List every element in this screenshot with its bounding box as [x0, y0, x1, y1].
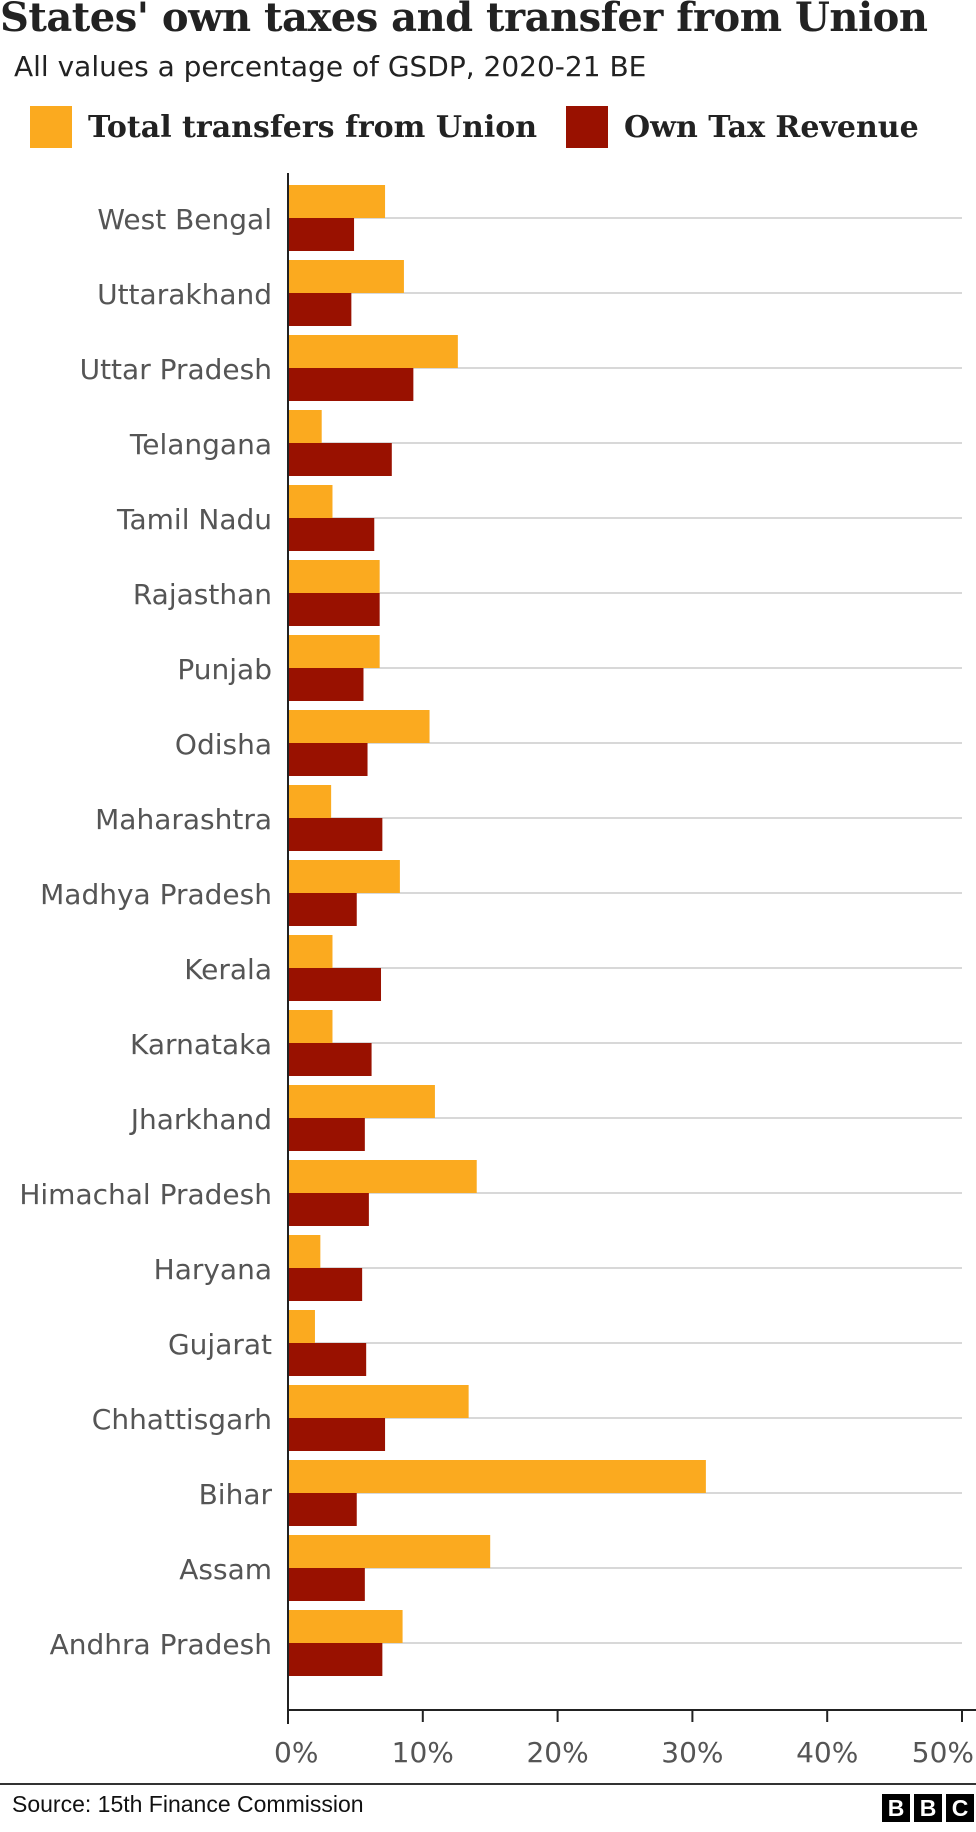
- bar-own-tax: [288, 743, 368, 776]
- bar-own-tax: [288, 1493, 357, 1526]
- category-label: Madhya Pradesh: [40, 878, 272, 911]
- bar-transfers: [288, 1010, 333, 1043]
- bar-transfers: [288, 1085, 435, 1118]
- category-label: Maharashtra: [95, 803, 272, 836]
- category-label: Karnataka: [130, 1028, 272, 1061]
- bar-own-tax: [288, 668, 364, 701]
- bar-transfers: [288, 485, 333, 518]
- category-label: Telangana: [129, 428, 272, 461]
- legend-label-own-tax: Own Tax Revenue: [624, 109, 919, 145]
- bar-own-tax: [288, 518, 375, 551]
- bar-own-tax: [288, 368, 414, 401]
- bar-transfers: [288, 1535, 491, 1568]
- bar-own-tax: [288, 1118, 365, 1151]
- bar-own-tax: [288, 1193, 369, 1226]
- bar-transfers: [288, 410, 322, 443]
- category-label: Tamil Nadu: [116, 503, 272, 536]
- category-label: Rajasthan: [133, 578, 272, 611]
- bar-own-tax: [288, 818, 383, 851]
- bar-own-tax: [288, 1268, 363, 1301]
- bar-own-tax: [288, 443, 392, 476]
- category-label: Gujarat: [168, 1328, 272, 1361]
- bar-transfers: [288, 185, 386, 218]
- bar-transfers: [288, 785, 332, 818]
- bar-own-tax: [288, 968, 382, 1001]
- category-label: Bihar: [199, 1478, 273, 1511]
- x-tick-label: 20%: [526, 1736, 588, 1769]
- x-tick-label: 50%: [912, 1736, 974, 1769]
- x-tick-label: 10%: [392, 1736, 454, 1769]
- category-label: Kerala: [184, 953, 272, 986]
- category-label: West Bengal: [97, 203, 272, 236]
- footer: Source: 15th Finance Commission B B C: [0, 1783, 976, 1832]
- bbc-logo-letter: B: [882, 1794, 910, 1822]
- category-label: Odisha: [175, 728, 272, 761]
- bar-own-tax: [288, 1343, 367, 1376]
- category-label: Haryana: [154, 1253, 272, 1286]
- chart-legend: Total transfers from Union Own Tax Reven…: [0, 106, 976, 152]
- bar-transfers: [288, 710, 430, 743]
- bar-own-tax: [288, 293, 352, 326]
- bar-chart: West Bengal Uttarakhand Uttar Pradesh Telan…: [19, 173, 976, 1769]
- chart-title: States' own taxes and transfer from Unio…: [0, 0, 928, 41]
- bar-own-tax: [288, 893, 357, 926]
- source-note: Source: 15th Finance Commission: [12, 1791, 364, 1817]
- chart-subtitle: All values a percentage of GSDP, 2020-21…: [14, 50, 647, 83]
- bar-own-tax: [288, 1643, 383, 1676]
- x-tick-label: 0%: [274, 1736, 318, 1769]
- x-tick-label: 30%: [661, 1736, 723, 1769]
- bar-transfers: [288, 1235, 321, 1268]
- category-label: Jharkhand: [129, 1103, 272, 1136]
- category-label: Uttarakhand: [97, 278, 272, 311]
- category-label: Andhra Pradesh: [50, 1628, 272, 1661]
- category-label: Himachal Pradesh: [19, 1178, 272, 1211]
- bar-own-tax: [288, 218, 355, 251]
- bar-transfers: [288, 1460, 706, 1493]
- bar-own-tax: [288, 1568, 365, 1601]
- x-tick-label: 40%: [796, 1736, 858, 1769]
- bar-transfers: [288, 935, 333, 968]
- bar-transfers: [288, 1385, 469, 1418]
- category-label: Punjab: [177, 653, 272, 686]
- bar-transfers: [288, 635, 380, 668]
- legend-item-own-tax: Own Tax Revenue: [566, 106, 919, 148]
- bbc-logo: B B C: [882, 1794, 976, 1822]
- legend-label-transfers: Total transfers from Union: [88, 109, 538, 145]
- legend-swatch-own-tax: [566, 106, 608, 148]
- category-label: Assam: [179, 1553, 272, 1586]
- bar-transfers: [288, 260, 404, 293]
- bbc-logo-letter: C: [946, 1794, 974, 1822]
- bar-own-tax: [288, 593, 380, 626]
- category-label: Chhattisgarh: [92, 1403, 272, 1436]
- legend-swatch-transfers: [30, 106, 72, 148]
- bar-transfers: [288, 1160, 477, 1193]
- bbc-logo-letter: B: [914, 1794, 942, 1822]
- bar-transfers: [288, 560, 380, 593]
- bar-transfers: [288, 335, 458, 368]
- bar-own-tax: [288, 1418, 386, 1451]
- bar-transfers: [288, 1610, 403, 1643]
- category-label: Uttar Pradesh: [80, 353, 272, 386]
- bar-transfers: [288, 860, 400, 893]
- bar-own-tax: [288, 1043, 372, 1076]
- bar-transfers: [288, 1310, 315, 1343]
- legend-item-transfers: Total transfers from Union: [30, 106, 537, 148]
